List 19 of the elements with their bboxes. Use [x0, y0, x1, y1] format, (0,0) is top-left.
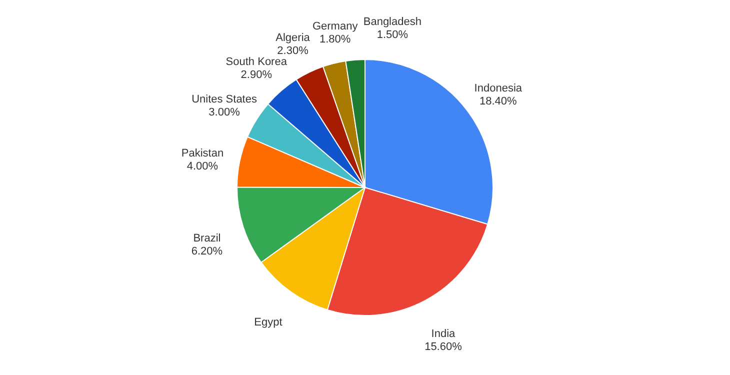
data-label: 4.00% — [186, 160, 218, 173]
slice-label: Brazil — [193, 232, 221, 244]
data-label: 18.40% — [479, 95, 518, 108]
slice-label: Algeria — [276, 32, 311, 44]
data-label: 15.60% — [424, 340, 462, 353]
data-label: 2.90% — [240, 68, 272, 81]
slice-label: Indonesia — [474, 82, 523, 94]
data-label: 3.00% — [208, 106, 240, 118]
slice-label: Egypt — [254, 316, 282, 328]
data-label: 2.30% — [277, 45, 309, 58]
data-label: 6.20% — [191, 245, 223, 258]
slice-label: Unites States — [192, 93, 258, 106]
data-label: 1.80% — [319, 33, 351, 46]
slice-label: South Korea — [226, 56, 288, 68]
slice-label: Pakistan — [181, 148, 224, 160]
data-label: 1.50% — [376, 28, 408, 41]
slice-label: Bangladesh — [363, 16, 422, 28]
slice-label: Germany — [312, 20, 358, 32]
slice-label: India — [431, 328, 456, 340]
